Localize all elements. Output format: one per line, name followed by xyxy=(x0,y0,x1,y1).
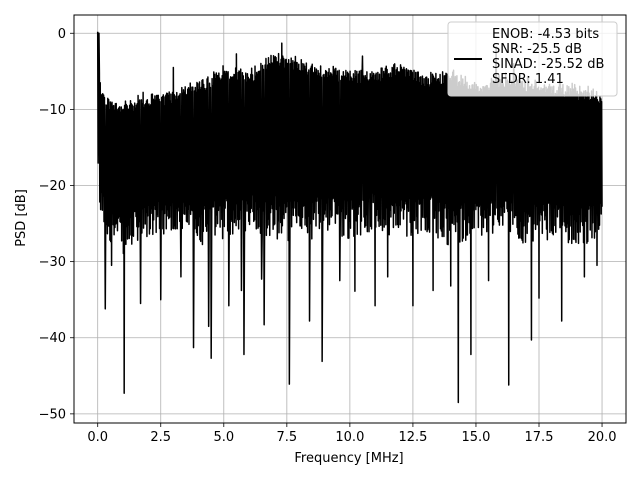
x-tick-label: 12.5 xyxy=(398,430,427,445)
y-tick-label: −30 xyxy=(39,255,66,270)
x-tick-label: 15.0 xyxy=(461,430,490,445)
legend: ENOB: -4.53 bits SNR: -25.5 dB SINAD: -2… xyxy=(447,21,618,97)
y-tick-label: −20 xyxy=(39,179,66,194)
legend-box xyxy=(447,21,618,97)
x-tick-label: 2.5 xyxy=(150,430,171,445)
legend-line-enob: ENOB: -4.53 bits xyxy=(492,27,599,42)
x-axis-ticks: 0.0 2.5 5.0 7.5 10.0 12.5 15.0 17.5 20.0 xyxy=(87,423,617,445)
psd-series-line xyxy=(96,31,603,404)
x-tick-label: 20.0 xyxy=(588,430,617,445)
legend-line-snr: SNR: -25.5 dB xyxy=(492,42,582,57)
x-tick-label: 5.0 xyxy=(213,430,234,445)
x-tick-label: 7.5 xyxy=(276,430,297,445)
y-axis-label: PSD [dB] xyxy=(14,189,29,247)
x-tick-label: 17.5 xyxy=(525,430,554,445)
y-tick-label: 0 xyxy=(58,27,66,42)
y-tick-label: −10 xyxy=(39,103,66,118)
x-tick-label: 10.0 xyxy=(335,430,364,445)
y-tick-label: −40 xyxy=(39,331,66,346)
x-axis-label: Frequency [MHz] xyxy=(294,451,403,466)
series-layer xyxy=(96,31,603,404)
y-tick-label: −50 xyxy=(39,407,66,422)
y-axis-ticks: 0 −10 −20 −30 −40 −50 xyxy=(39,27,74,422)
x-tick-label: 0.0 xyxy=(87,430,108,445)
legend-line-sfdr: SFDR: 1.41 xyxy=(492,72,564,87)
legend-line-sinad: SINAD: -25.52 dB xyxy=(492,57,604,72)
